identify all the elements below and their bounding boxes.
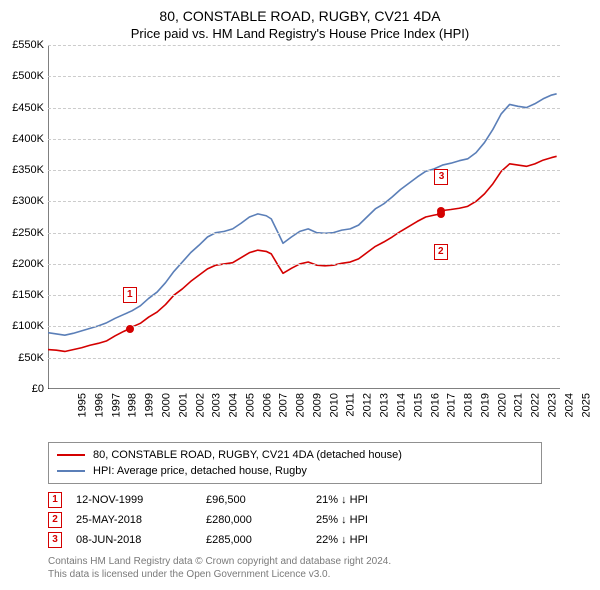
- y-axis-tick-label: £550K: [0, 39, 44, 51]
- sales-price: £285,000: [206, 534, 316, 546]
- y-axis-tick-label: £200K: [0, 258, 44, 270]
- sales-date: 12-NOV-1999: [76, 494, 206, 506]
- chart-svg: [48, 45, 560, 389]
- sales-delta: 22% ↓ HPI: [316, 534, 416, 546]
- sale-marker-label: 1: [123, 287, 137, 303]
- x-axis-tick-label: 2008: [295, 393, 307, 417]
- sale-marker-dot: [437, 207, 445, 215]
- x-axis-tick-label: 2003: [211, 393, 223, 417]
- chart-subtitle: Price paid vs. HM Land Registry's House …: [0, 26, 600, 41]
- gridline: [48, 108, 560, 109]
- legend-item: HPI: Average price, detached house, Rugb…: [57, 463, 533, 479]
- series-line-property: [48, 156, 557, 351]
- legend-swatch: [57, 470, 85, 472]
- page-root: 80, CONSTABLE ROAD, RUGBY, CV21 4DA Pric…: [0, 0, 600, 590]
- sales-index-badge: 2: [48, 512, 62, 528]
- sales-index-badge: 3: [48, 532, 62, 548]
- sales-delta: 21% ↓ HPI: [316, 494, 416, 506]
- x-axis-tick-label: 2011: [344, 393, 356, 417]
- legend-label: HPI: Average price, detached house, Rugb…: [93, 465, 307, 477]
- sale-marker-label: 3: [434, 169, 448, 185]
- chart-plot: 1 2 3: [48, 45, 560, 389]
- x-axis-tick-label: 2002: [194, 393, 206, 417]
- sale-marker-label: 2: [434, 244, 448, 260]
- x-axis-tick-label: 2014: [395, 393, 407, 417]
- x-axis-tick-label: 2005: [244, 393, 256, 417]
- legend-swatch: [57, 454, 85, 456]
- y-axis-tick-label: £350K: [0, 164, 44, 176]
- y-axis-tick-label: £250K: [0, 227, 44, 239]
- titles: 80, CONSTABLE ROAD, RUGBY, CV21 4DA Pric…: [0, 0, 600, 41]
- footer: Contains HM Land Registry data © Crown c…: [48, 556, 391, 581]
- x-axis-tick-label: 2010: [328, 393, 340, 417]
- x-axis-tick-label: 2022: [530, 393, 542, 417]
- x-axis-tick-label: 1998: [127, 393, 139, 417]
- x-axis-tick-label: 2018: [463, 393, 475, 417]
- y-axis-tick-label: £100K: [0, 320, 44, 332]
- sales-row: 2 25-MAY-2018£280,00025% ↓ HPI: [48, 510, 416, 530]
- x-axis-tick-label: 2009: [312, 393, 324, 417]
- x-axis-tick-label: 2001: [177, 393, 189, 417]
- chart-area: 1 2 3 £0 £50K £100K £150K £200K £250K £300K £350K…: [0, 41, 600, 441]
- x-axis-tick-label: 1995: [76, 393, 88, 417]
- x-axis-tick-label: 1996: [93, 393, 105, 417]
- sales-row: 3 08-JUN-2018£285,00022% ↓ HPI: [48, 530, 416, 550]
- gridline: [48, 170, 560, 171]
- x-axis-tick-label: 2024: [563, 393, 575, 417]
- legend-label: 80, CONSTABLE ROAD, RUGBY, CV21 4DA (det…: [93, 449, 402, 461]
- x-axis-tick-label: 2017: [446, 393, 458, 417]
- x-axis-tick-label: 2004: [228, 393, 240, 417]
- x-axis-tick-label: 2016: [429, 393, 441, 417]
- x-axis-tick-label: 2000: [160, 393, 172, 417]
- y-axis-tick-label: £450K: [0, 102, 44, 114]
- sales-price: £280,000: [206, 514, 316, 526]
- x-axis-tick-label: 2025: [580, 393, 592, 417]
- sale-marker-dot: [126, 325, 134, 333]
- x-axis-tick-label: 1999: [144, 393, 156, 417]
- y-axis-tick-label: £0: [0, 383, 44, 395]
- sales-delta: 25% ↓ HPI: [316, 514, 416, 526]
- x-axis-tick-label: 2019: [479, 393, 491, 417]
- y-axis-tick-label: £150K: [0, 289, 44, 301]
- x-axis-tick-label: 2012: [362, 393, 374, 417]
- footer-line-2: This data is licensed under the Open Gov…: [48, 569, 391, 582]
- footer-line-1: Contains HM Land Registry data © Crown c…: [48, 556, 391, 569]
- sales-date: 08-JUN-2018: [76, 534, 206, 546]
- y-axis-tick-label: £300K: [0, 195, 44, 207]
- sales-row: 1 12-NOV-1999£96,50021% ↓ HPI: [48, 490, 416, 510]
- sales-date: 25-MAY-2018: [76, 514, 206, 526]
- x-axis-tick-label: 2007: [278, 393, 290, 417]
- sales-index-badge: 1: [48, 492, 62, 508]
- y-axis-tick-label: £400K: [0, 133, 44, 145]
- x-axis-tick-label: 2015: [412, 393, 424, 417]
- x-axis-tick-label: 2020: [496, 393, 508, 417]
- x-axis-tick-label: 2006: [261, 393, 273, 417]
- gridline: [48, 201, 560, 202]
- gridline: [48, 233, 560, 234]
- x-axis-tick-label: 2023: [547, 393, 559, 417]
- y-axis-tick-label: £500K: [0, 70, 44, 82]
- sales-price: £96,500: [206, 494, 316, 506]
- x-axis-tick-label: 2013: [379, 393, 391, 417]
- gridline: [48, 358, 560, 359]
- x-axis-tick-label: 1997: [110, 393, 122, 417]
- gridline: [48, 139, 560, 140]
- gridline: [48, 264, 560, 265]
- gridline: [48, 76, 560, 77]
- x-axis-tick-label: 2021: [513, 393, 525, 417]
- chart-title: 80, CONSTABLE ROAD, RUGBY, CV21 4DA: [0, 8, 600, 24]
- gridline: [48, 45, 560, 46]
- sales-table: 1 12-NOV-1999£96,50021% ↓ HPI 2 25-MAY-2018…: [48, 490, 416, 550]
- legend-item: 80, CONSTABLE ROAD, RUGBY, CV21 4DA (det…: [57, 447, 533, 463]
- legend: 80, CONSTABLE ROAD, RUGBY, CV21 4DA (det…: [48, 442, 542, 484]
- y-axis-tick-label: £50K: [0, 352, 44, 364]
